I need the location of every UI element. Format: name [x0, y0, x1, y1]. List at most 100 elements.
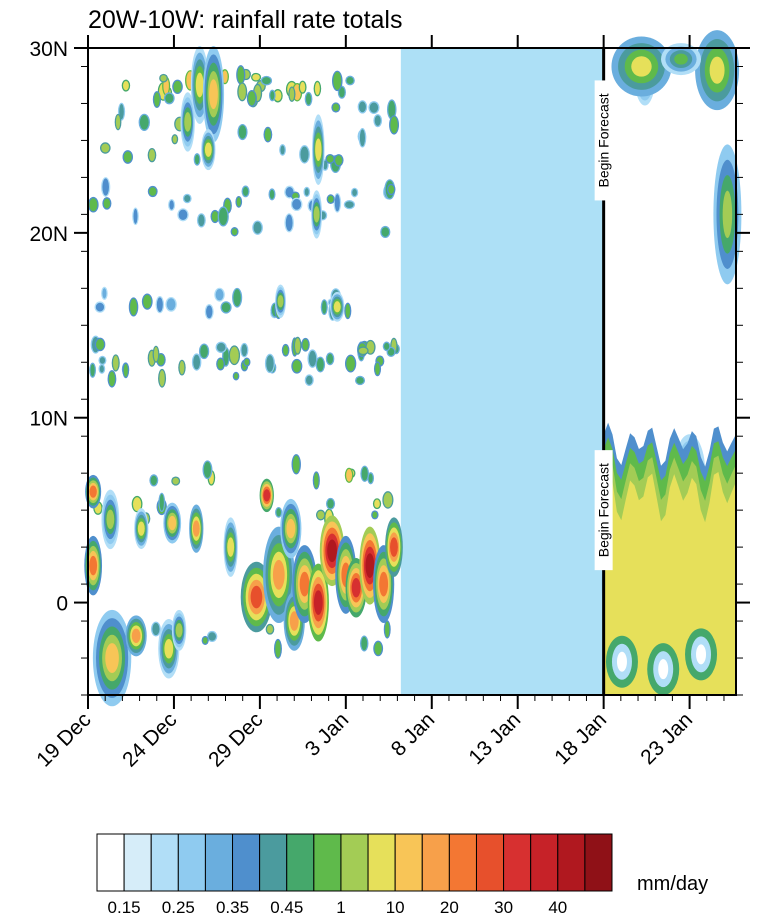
rain-cell [230, 227, 239, 237]
rain-cell [214, 287, 225, 302]
rain-cell [102, 197, 112, 210]
rain-cell [355, 375, 366, 386]
rain-cell [344, 467, 354, 483]
x-tick-label: 13 Jan [464, 708, 525, 769]
colorbar-swatch [530, 833, 559, 892]
rain-feature [201, 129, 216, 171]
rain-feature [92, 609, 132, 707]
rain-cell [312, 471, 320, 490]
rain-cell [94, 337, 106, 352]
rain-cell [101, 286, 108, 300]
rain-cell [171, 476, 181, 486]
rain-cell [325, 352, 335, 366]
rain-cell [232, 371, 240, 381]
forecast-precip-block [603, 30, 742, 696]
rain-cell [193, 153, 201, 166]
rain-cell [237, 123, 248, 141]
rain-cell [313, 80, 322, 97]
rain-cell [98, 355, 107, 366]
rain-cell [101, 177, 111, 197]
rain-cell [333, 154, 344, 167]
rain-cell [272, 89, 283, 103]
rain-cell [178, 359, 186, 376]
y-axis-ticks: 0 10N 20N 30N [29, 38, 750, 696]
rain-cell [206, 630, 218, 643]
rain-cell [107, 370, 117, 388]
rain-cell [235, 195, 243, 208]
rain-cell [128, 297, 139, 317]
rain-cell [326, 497, 336, 510]
rain-cell [315, 356, 326, 373]
rain-cell [293, 336, 302, 355]
rain-feature [312, 114, 325, 185]
rain-cell [215, 341, 227, 354]
rain-feature [202, 46, 225, 143]
colorbar-tick-label: 0.45 [270, 898, 303, 917]
forecast-gap [605, 635, 638, 688]
rain-feature [280, 498, 302, 559]
colorbar-swatch [584, 833, 613, 892]
rain-cell [100, 142, 111, 154]
rain-cell [343, 200, 356, 210]
rain-cell [131, 495, 143, 513]
colorbar-tick-label: 40 [548, 898, 567, 917]
y-tick-label: 0 [56, 593, 68, 616]
x-tick-label: 23 Jan [636, 708, 697, 769]
rain-cell [147, 148, 157, 163]
rain-cell [331, 102, 341, 113]
colorbar-swatch [286, 833, 315, 892]
chart-title: 20W-10W: rainfall rate totals [88, 6, 403, 34]
rain-cell [246, 90, 257, 107]
rain-feature [125, 615, 147, 657]
rain-cell [122, 362, 130, 379]
rain-cell [171, 134, 179, 145]
rain-cell [345, 75, 355, 86]
rain-cell [177, 208, 189, 222]
colorbar-units: mm/day [637, 873, 708, 895]
rain-cell [357, 346, 369, 356]
rain-cell [273, 638, 282, 659]
rain-cell [383, 620, 391, 639]
colorbar: 0.15 0.25 0.35 0.45 1 10 20 30 40 [96, 833, 613, 917]
colorbar-swatch [557, 833, 586, 892]
rain-cell [307, 349, 318, 368]
rain-cell [357, 100, 368, 114]
rain-cell [88, 196, 99, 213]
rain-cell [315, 509, 326, 521]
rain-feature [171, 609, 187, 651]
rain-cell [389, 115, 400, 135]
rain-cell [290, 197, 303, 212]
colorbar-swatch [123, 833, 152, 892]
rain-cell [325, 153, 335, 164]
rain-feature [311, 190, 323, 239]
rain-cell [298, 80, 307, 94]
colorbar-swatch [394, 833, 423, 892]
rain-cell [382, 491, 394, 509]
rain-feature [189, 504, 204, 553]
rain-cell [260, 75, 273, 86]
colorbar-swatch [448, 833, 477, 892]
rain-feature [180, 92, 195, 152]
forecast-north-patch [713, 144, 742, 285]
rain-cell [204, 304, 214, 320]
rain-cell [382, 341, 391, 352]
rain-cell [152, 345, 160, 363]
rain-cell [158, 368, 167, 388]
missing-data-region [400, 48, 604, 695]
rain-cell [182, 193, 192, 204]
rain-cell [202, 460, 213, 480]
forecast-label: Begin Forecast [596, 463, 612, 557]
colorbar-swatch [367, 833, 396, 892]
rain-cell [291, 358, 303, 374]
rain-cell [165, 296, 177, 312]
rain-cell [344, 354, 357, 373]
rain-cell [241, 185, 250, 198]
rain-cell [228, 345, 241, 366]
rain-cell [333, 192, 342, 213]
rain-cell [98, 363, 106, 374]
colorbar-tick-label: 1 [336, 898, 345, 917]
rain-cell [121, 79, 131, 92]
rain-cell [275, 507, 283, 518]
x-axis-minor-ticks [87, 695, 725, 701]
rain-cell [252, 220, 263, 235]
